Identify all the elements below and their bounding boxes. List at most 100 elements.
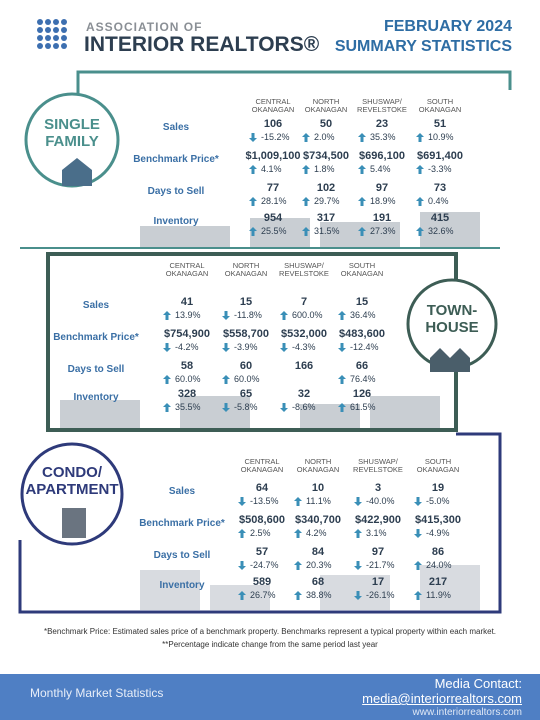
website-link[interactable]: www.interiorrealtors.com [412,707,522,718]
cell-change: 29.7% [314,196,340,206]
row-label: Sales [168,486,196,497]
cell-value: 328 [177,388,197,400]
house-icon [62,158,92,186]
footnote: **Percentage indicate change from the sa… [162,640,378,649]
cell-change: 38.8% [306,590,332,600]
cell-change: 27.3% [370,226,396,236]
region-name: OKANAGAN [296,465,340,474]
arrow-up [280,311,288,320]
row-label: Inventory [153,216,199,227]
cell-value: 84 [311,546,325,558]
cell-value: $422,900 [355,514,401,526]
footer-text: Monthly Market Statistics [30,686,164,700]
cell-value: 66 [355,360,369,372]
skyline [60,396,440,428]
cell-change: -15.2% [261,132,290,142]
arrow-up [249,197,257,206]
region-name: SOUTH [424,457,452,466]
region-name: SHUSWAP/ [362,97,402,106]
arrow-up [163,375,171,384]
cell-change: -5.0% [426,496,450,506]
logo-text: INTERIOR REALTORS® [84,33,320,56]
arrow-up [414,591,422,600]
cell-value: 57 [255,546,269,558]
arrow-up [354,529,362,538]
footer-band [0,674,540,720]
logo-icon [37,19,67,49]
cell-value: $734,500 [303,150,349,162]
section-label: CONDO/ [42,464,102,481]
cell-value: 15 [239,296,253,308]
cell-value: 191 [372,212,392,224]
cell-change: -4.2% [175,342,199,352]
cell-value: 589 [252,576,272,588]
region-name: REVELSTOKE [353,465,403,474]
cell-value: 17 [371,576,385,588]
cell-value: 73 [433,182,447,194]
cell-value: 106 [263,118,283,130]
cell-change: -24.7% [250,560,279,570]
cell-value: $696,100 [359,150,405,162]
cell-change: 35.5% [175,402,201,412]
cell-change: -12.4% [350,342,379,352]
arrow-up [302,227,310,236]
cell-change: 4.1% [261,164,282,174]
cell-value: $691,400 [417,150,463,162]
condo-icon [62,508,86,538]
region-name: REVELSTOKE [279,269,329,278]
cell-change: 0.4% [428,196,449,206]
arrow-down [338,343,346,352]
arrow-up [294,591,302,600]
cell-change: 36.4% [350,310,376,320]
arrow-up [302,133,310,142]
cell-change: 20.3% [306,560,332,570]
arrow-up [238,591,246,600]
cell-change: 11.9% [426,590,451,600]
title: FEBRUARY 2024 [383,18,512,35]
arrow-down [249,133,257,142]
arrow-down [222,311,230,320]
cell-value: 3 [374,482,382,494]
arrow-down [163,343,171,352]
cell-value: $415,300 [415,514,461,526]
cell-value: $508,600 [239,514,285,526]
arrow-up [416,133,424,142]
arrow-up [416,165,424,174]
cell-value: 15 [355,296,369,308]
row-label: Benchmark Price* [133,154,219,165]
arrow-up [416,197,424,206]
row-label: Benchmark Price* [53,332,139,343]
region-name: CENTRAL [244,457,280,466]
arrow-up [249,165,257,174]
email-link[interactable]: media@interiorrealtors.com [362,691,522,706]
arrow-down [414,497,422,506]
cell-change: -26.1% [366,590,395,600]
cell-value: 68 [311,576,325,588]
row-label: Inventory [73,392,119,403]
row-label: Sales [162,122,190,133]
cell-value: 102 [316,182,336,194]
cell-change: 26.7% [250,590,276,600]
cell-change: 13.9% [175,310,201,320]
arrow-up [414,561,422,570]
cell-value: 10 [311,482,325,494]
arrow-down [238,561,246,570]
region-name: NORTH [232,261,260,270]
cell-value: 415 [430,212,450,224]
cell-value: 41 [180,296,194,308]
row-label: Days to Sell [147,186,205,197]
cell-value: 51 [433,118,447,130]
section-label: TOWN- [426,302,478,319]
cell-value: $483,600 [339,328,385,340]
arrow-up [338,403,346,412]
cell-value: 19 [431,482,445,494]
arrow-down [280,403,288,412]
arrow-down [238,497,246,506]
region-name: OKANAGAN [165,269,209,278]
section-line [76,70,512,95]
cell-change: 11.1% [306,496,331,506]
arrow-down [354,561,362,570]
region-name: OKANAGAN [240,465,284,474]
region-name: NORTH [304,457,332,466]
